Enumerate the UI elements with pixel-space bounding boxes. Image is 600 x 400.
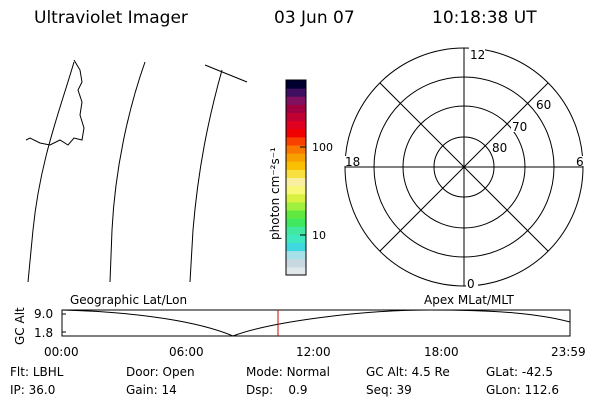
colorbar-swatch	[286, 112, 306, 122]
colorbar-swatch	[286, 218, 306, 227]
mlat-label-80: 80	[492, 141, 507, 155]
x-tick-06: 06:00	[169, 345, 204, 359]
timeline-right-title: Apex MLat/MLT	[424, 293, 514, 307]
colorbar-swatch	[286, 136, 306, 146]
status-value: LBHL	[32, 365, 64, 379]
status-dsp: Dsp: 0.9	[246, 383, 308, 397]
status-key: Door:	[126, 365, 159, 379]
colorbar-swatch	[286, 185, 306, 195]
status-gain: Gain: 14	[126, 383, 177, 397]
colorbar-swatch	[286, 250, 306, 260]
longitude-line	[189, 69, 223, 283]
longitude-line	[27, 61, 75, 283]
status-value: Open	[162, 365, 195, 379]
colorbar-tick-label-10: 10	[312, 229, 326, 242]
colorbar-swatch	[286, 145, 306, 154]
observation-date: 03 Jun 07	[274, 8, 355, 28]
geographic-map	[25, 59, 248, 283]
status-value: 36.0	[28, 383, 56, 397]
status-key: Gain:	[126, 383, 158, 397]
altitude-curve	[61, 309, 571, 337]
colorbar-swatch	[286, 80, 306, 89]
colorbar-swatch	[286, 88, 306, 97]
status-gc-alt: GC Alt: 4.5 Re	[366, 365, 450, 379]
status-seq: Seq: 39	[366, 383, 412, 397]
colorbar-swatch	[286, 258, 306, 268]
polar-plot	[344, 47, 584, 287]
status-value: 0.9	[288, 383, 308, 397]
status-key: Seq:	[366, 383, 393, 397]
colorbar-swatch	[286, 226, 306, 235]
status-value: 39	[396, 383, 412, 397]
status-key: Flt:	[10, 365, 29, 379]
colorbar-swatch	[286, 210, 306, 219]
colorbar	[286, 80, 306, 276]
colorbar-swatch	[286, 120, 306, 130]
colorbar-unit-label: photon cm⁻²s⁻¹	[268, 147, 282, 240]
mlt-label-0: 0	[467, 277, 475, 291]
status-key: GLat:	[486, 365, 519, 379]
status-glon: GLon: 112.6	[486, 383, 559, 397]
colorbar-tick-label-100: 100	[312, 141, 333, 154]
longitude-line	[109, 61, 146, 283]
y-axis-label: GC Alt	[13, 307, 27, 345]
colorbar-swatch	[286, 242, 306, 252]
colorbar-swatch	[286, 193, 306, 203]
colorbar-frame	[285, 79, 307, 276]
status-key: Dsp:	[246, 383, 274, 397]
coastline	[25, 59, 85, 146]
status-key: GLon:	[486, 383, 521, 397]
colorbar-swatch	[286, 104, 306, 114]
y-tick-label-1-8: 1.8	[34, 326, 53, 340]
timeline-frame	[61, 309, 571, 337]
colorbar-swatch	[286, 128, 306, 138]
status-value: 112.6	[524, 383, 559, 397]
status-value: 14	[161, 383, 177, 397]
mlat-label-70: 70	[512, 120, 527, 134]
status-value: -42.5	[521, 365, 553, 379]
colorbar-swatch	[286, 153, 306, 162]
colorbar-swatch	[286, 161, 306, 170]
mlt-diagonal	[379, 82, 549, 252]
status-glat: GLat: -42.5	[486, 365, 553, 379]
colorbar-swatch	[286, 177, 306, 187]
y-tick-label-9: 9.0	[34, 307, 53, 321]
status-mode: Mode: Normal	[246, 365, 330, 379]
colorbar-swatch	[286, 201, 306, 211]
mlat-label-60: 60	[536, 98, 551, 112]
colorbar-swatch	[286, 266, 306, 276]
x-tick-00: 00:00	[44, 345, 79, 359]
status-door: Door: Open	[126, 365, 195, 379]
mlt-label-6: 6	[576, 155, 584, 169]
mlt-label-18: 18	[345, 155, 360, 169]
x-tick-12: 12:00	[296, 345, 331, 359]
status-filter: Flt: LBHL	[10, 365, 63, 379]
mlt-label-12: 12	[470, 48, 485, 62]
status-ip: IP: 36.0	[10, 383, 55, 397]
instrument-title: Ultraviolet Imager	[34, 8, 188, 28]
x-tick-2359: 23:59	[551, 345, 586, 359]
status-key: GC Alt:	[366, 365, 408, 379]
status-value: 4.5 Re	[411, 365, 450, 379]
observation-time: 10:18:38 UT	[432, 8, 537, 28]
x-tick-18: 18:00	[424, 345, 459, 359]
colorbar-swatch	[286, 234, 306, 244]
status-key: IP:	[10, 383, 25, 397]
status-key: Mode:	[246, 365, 283, 379]
colorbar-swatch	[286, 169, 306, 179]
status-value: Normal	[286, 365, 330, 379]
colorbar-swatch	[286, 96, 306, 105]
timeline-left-title: Geographic Lat/Lon	[70, 293, 187, 307]
latitude-line	[204, 64, 248, 83]
